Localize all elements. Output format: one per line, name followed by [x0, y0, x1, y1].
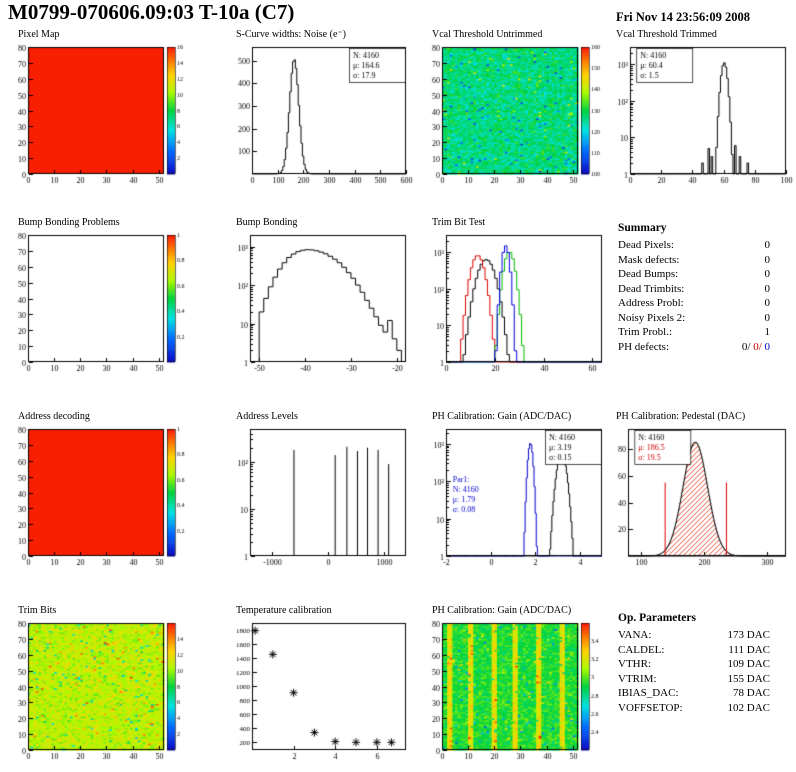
address-decoding-chart — [8, 423, 198, 571]
bump-bonding-problems-chart — [8, 229, 198, 377]
summary-row-ph-defects: PH defects: 0/ 0/ 0 — [618, 340, 770, 355]
summary-value: 0 — [764, 311, 771, 324]
summary-label: Address Probl: — [618, 297, 684, 309]
summary-label: Noisy Pixels 2: — [618, 311, 686, 324]
panel-vcal-untrimmed: Vcal Threshold Untrimmed — [422, 28, 614, 189]
chart-title: S-Curve widths: Noise (e⁻) — [236, 29, 346, 40]
ph-gain-map-chart — [422, 617, 612, 765]
vcal-trimmed-chart — [606, 41, 796, 189]
summary-ph-defects-values: 0/ 0/ 0 — [742, 340, 770, 355]
chart-title: Trim Bits — [18, 605, 57, 616]
summary-value: 0 — [764, 297, 771, 309]
panel-ph-pedestal: PH Calibration: Pedestal (DAC) — [606, 410, 796, 571]
panel-trim-bit-test: Trim Bit Test — [422, 216, 614, 377]
summary-value: 0 — [764, 239, 771, 251]
summary-panel: Summary Dead Pixels: 0 Mask defects: 0 Dea… — [618, 222, 770, 354]
panel-bump-bonding-problems: Bump Bonding Problems — [8, 216, 200, 377]
op-parameter-label: CALDEL: — [618, 643, 665, 656]
summary-row: Dead Pixels: 0 — [618, 238, 770, 253]
chart-title: Trim Bit Test — [432, 217, 486, 228]
bump-bonding-chart — [226, 229, 416, 377]
summary-label: Mask defects: — [618, 253, 680, 266]
trim-bits-chart — [8, 617, 198, 765]
op-parameter-label: IBIAS_DAC: — [618, 687, 679, 699]
op-parameter-value: 78 DAC — [733, 687, 770, 699]
op-parameter-label: VTHR: — [618, 658, 651, 670]
summary-value: 0 — [764, 268, 771, 280]
chart-title: Temperature calibration — [236, 605, 332, 616]
op-parameter-label: VTRIM: — [618, 672, 657, 685]
ph-defects-0: 0/ — [741, 340, 751, 353]
panel-address-levels: Address Levels — [226, 410, 418, 571]
vcal-untrimmed-chart — [422, 41, 612, 189]
panel-ph-gain-hist: PH Calibration: Gain (ADC/DAC) — [422, 410, 614, 571]
chart-title: PH Calibration: Gain (ADC/DAC) — [432, 411, 572, 422]
summary-label: Trim Probl.: — [618, 326, 673, 338]
summary-row: Trim Probl.: 1 — [618, 325, 770, 340]
panel-bump-bonding: Bump Bonding — [226, 216, 418, 377]
panel-trim-bits: Trim Bits — [8, 604, 200, 765]
ph-defects-2: 0 — [764, 340, 771, 353]
panel-pixel-map: Pixel Map — [8, 28, 200, 189]
temperature-calibration-chart — [226, 617, 416, 765]
summary-row: Noisy Pixels 2: 0 — [618, 311, 770, 326]
summary-row: Mask defects: 0 — [618, 253, 770, 268]
op-parameter-row: VANA: 173 DAC — [618, 628, 770, 643]
chart-title: Address decoding — [18, 411, 90, 422]
op-parameter-row: IBIAS_DAC: 78 DAC — [618, 686, 770, 701]
op-parameter-value: 111 DAC — [728, 643, 770, 656]
chart-title: Vcal Threshold Trimmed — [616, 29, 717, 40]
op-parameter-row: VOFFSETOP: 102 DAC — [618, 701, 770, 716]
page-title: M0799-070606.09:03 T-10a (C7) — [8, 0, 295, 24]
chart-title: Vcal Threshold Untrimmed — [432, 29, 543, 40]
summary-label: Dead Trimbits: — [618, 282, 685, 295]
chart-title: Address Levels — [236, 411, 298, 422]
op-parameters-panel: Op. Parameters VANA: 173 DAC CALDEL: 111 D… — [618, 612, 770, 715]
chart-title: PH Calibration: Pedestal (DAC) — [616, 411, 746, 422]
summary-label: Dead Bumps: — [618, 268, 679, 280]
panel-temperature-calibration: Temperature calibration — [226, 604, 418, 765]
summary-label: Dead Pixels: — [618, 239, 674, 251]
panel-address-decoding: Address decoding — [8, 410, 200, 571]
summary-value: 0 — [764, 253, 771, 266]
op-parameter-label: VANA: — [618, 629, 652, 641]
summary-row: Dead Trimbits: 0 — [618, 282, 770, 297]
summary-title: Summary — [618, 222, 667, 234]
ph-pedestal-chart — [606, 423, 796, 571]
op-parameter-value: 155 DAC — [727, 672, 770, 685]
op-parameters-title: Op. Parameters — [618, 612, 696, 624]
timestamp: Fri Nov 14 23:56:09 2008 — [616, 10, 751, 24]
scurve-noise-chart — [226, 41, 416, 189]
ph-defects-1: 0/ — [753, 340, 762, 353]
op-parameter-row: CALDEL: 111 DAC — [618, 643, 770, 658]
chart-title: PH Calibration: Gain (ADC/DAC) — [432, 605, 572, 616]
pixel-map-chart — [8, 41, 198, 189]
op-parameter-value: 102 DAC — [727, 701, 770, 714]
summary-row: Address Probl: 0 — [618, 296, 770, 311]
summary-row: Dead Bumps: 0 — [618, 267, 770, 282]
panel-ph-gain-map: PH Calibration: Gain (ADC/DAC) — [422, 604, 614, 765]
op-parameter-row: VTRIM: 155 DAC — [618, 672, 770, 687]
summary-label: PH defects: — [618, 340, 670, 353]
op-parameter-row: VTHR: 109 DAC — [618, 657, 770, 672]
op-parameter-value: 173 DAC — [727, 629, 770, 641]
address-levels-chart — [226, 423, 416, 571]
summary-value: 0 — [764, 282, 771, 295]
op-parameter-value: 109 DAC — [727, 658, 770, 670]
chart-title: Bump Bonding — [236, 217, 298, 228]
summary-value: 1 — [764, 326, 771, 338]
panel-scurve-noise: S-Curve widths: Noise (e⁻) — [226, 28, 418, 189]
panel-vcal-trimmed: Vcal Threshold Trimmed — [606, 28, 796, 189]
chart-title: Pixel Map — [18, 29, 60, 40]
trim-bit-test-chart — [422, 229, 612, 377]
chart-title: Bump Bonding Problems — [18, 217, 120, 228]
op-parameter-label: VOFFSETOP: — [618, 701, 683, 714]
ph-gain-hist-chart — [422, 423, 612, 571]
